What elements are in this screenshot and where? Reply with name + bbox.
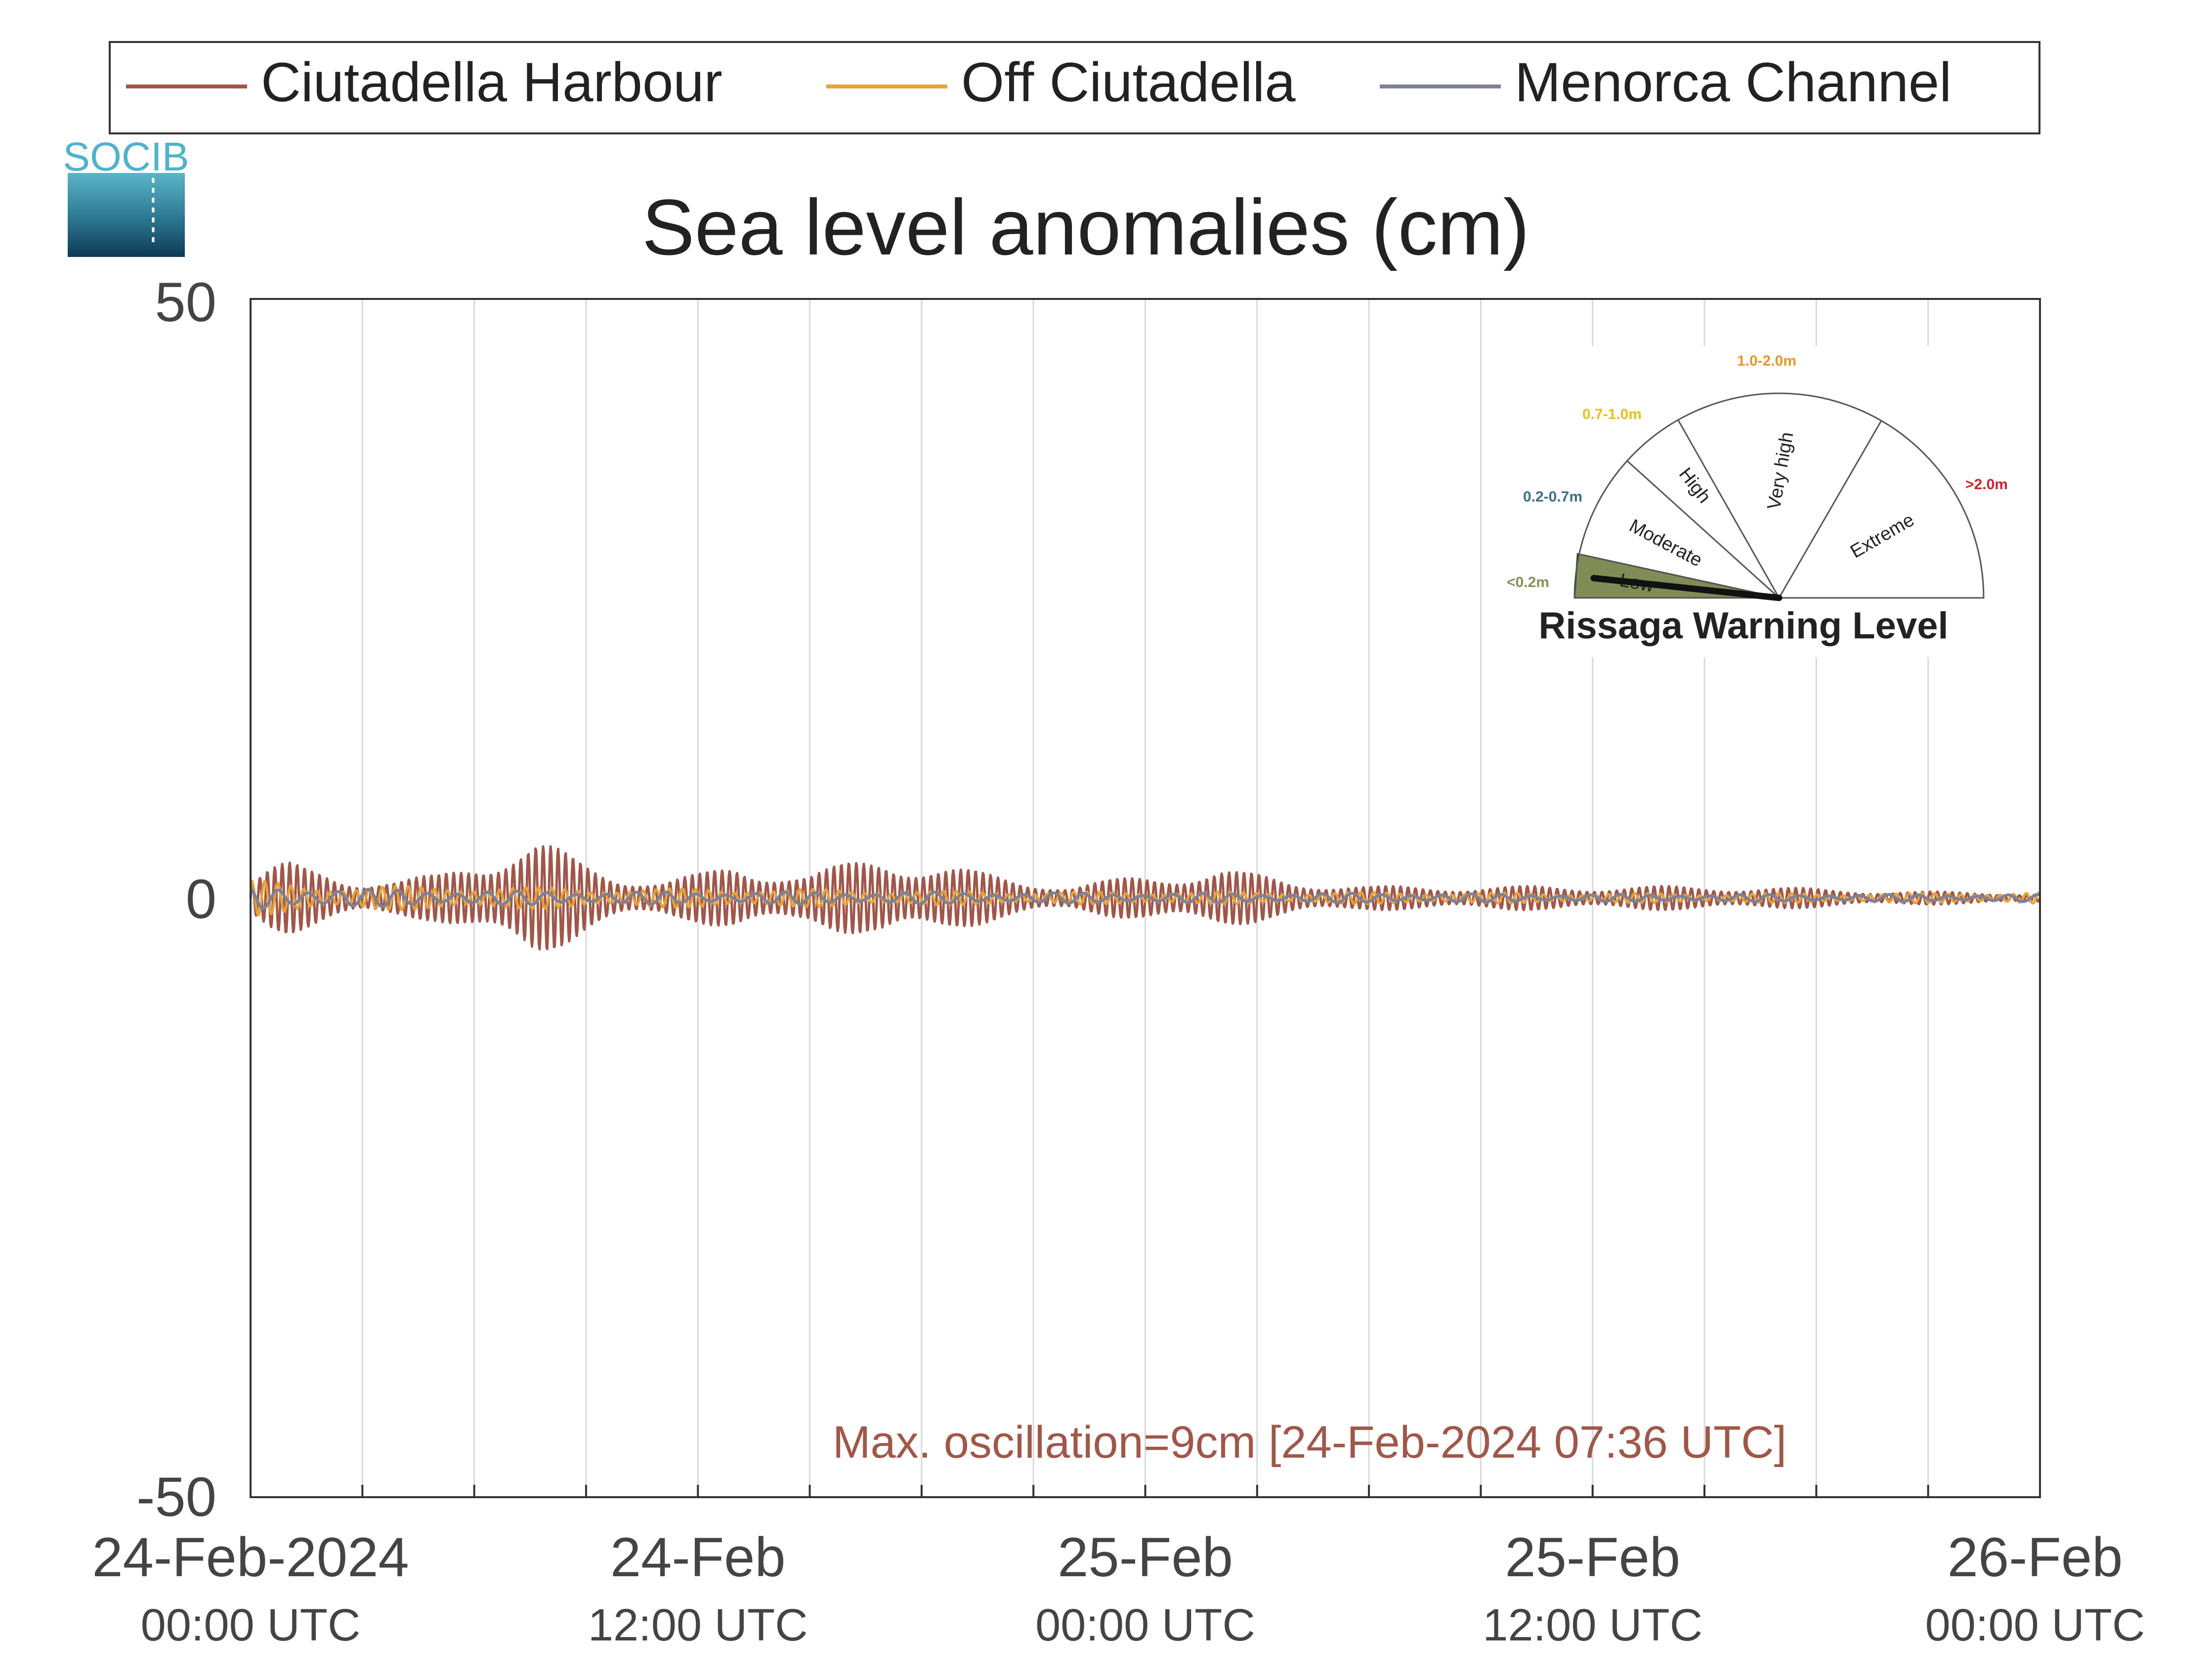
logo-text: SOCIB — [63, 134, 189, 179]
y-tick-label-minus-50: -50 — [136, 1466, 216, 1528]
x-tick-label-date: 25-Feb — [1058, 1526, 1233, 1588]
x-tick-label-time: 00:00 UTC — [1035, 1600, 1255, 1650]
x-tick-label-time: 12:00 UTC — [588, 1600, 808, 1650]
x-tick-labels: 24-Feb-2024 00:00 UTC 24-Feb 12:00 UTC 25-Fe… — [92, 1485, 2145, 1650]
series-lines — [249, 845, 2041, 951]
legend: Ciutadella Harbour Off Ciutadella Menorc… — [109, 41, 2040, 134]
x-tick-label-date: 24-Feb — [610, 1526, 786, 1588]
x-tick-label-time: 00:00 UTC — [1925, 1600, 2145, 1650]
x-tick-label-time: 12:00 UTC — [1483, 1600, 1702, 1650]
y-tick-label-50: 50 — [155, 271, 216, 333]
legend-label-menorca-channel: Menorca Channel — [1515, 51, 1952, 113]
series-off-ciutadella — [249, 880, 2041, 917]
gauge-outline — [1573, 392, 1985, 599]
gauge-range-high: 0.7-1.0m — [1582, 406, 1642, 422]
x-tick-label-time: 00:00 UTC — [141, 1600, 361, 1650]
x-tick-label-date: 25-Feb — [1505, 1526, 1680, 1588]
gauge-range-extreme: >2.0m — [1965, 476, 2008, 493]
rissaga-warning-gauge: Low Moderate High Very high Extreme <0.2… — [1492, 346, 2024, 657]
max-oscillation-annotation: Max. oscillation=9cm [24-Feb-2024 07:36 … — [833, 1417, 1786, 1468]
x-tick-label-date: 26-Feb — [1948, 1526, 2123, 1588]
logo-block — [68, 173, 185, 257]
legend-label-off-ciutadella: Off Ciutadella — [961, 51, 1296, 113]
chart-title: Sea level anomalies (cm) — [642, 183, 1529, 271]
gauge-needle — [1590, 575, 1783, 601]
y-tick-label-0: 0 — [186, 868, 216, 930]
series-menorca-channel — [249, 886, 2041, 910]
x-tick-label-date: 24-Feb-2024 — [92, 1526, 409, 1588]
gauge-range-low: <0.2m — [1507, 574, 1549, 590]
gauge-range-moderate: 0.2-0.7m — [1523, 489, 1582, 505]
legend-label-ciutadella-harbour: Ciutadella Harbour — [261, 51, 722, 113]
gauge-range-very-high: 1.0-2.0m — [1737, 353, 1796, 369]
gauge-title: Rissaga Warning Level — [1538, 605, 1948, 647]
socib-logo: SOCIB — [63, 134, 189, 257]
